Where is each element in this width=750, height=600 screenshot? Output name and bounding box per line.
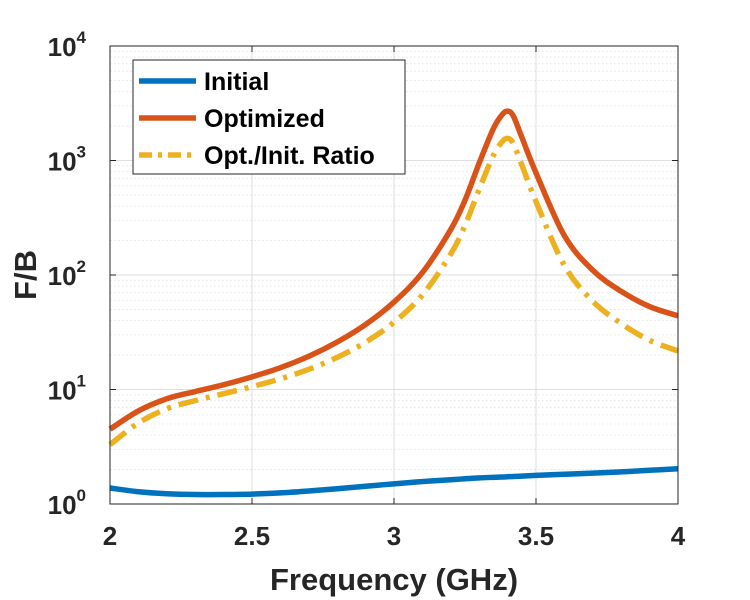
series-line-opt-init-ratio — [108, 135, 679, 447]
y-tick-label: 100 — [48, 486, 86, 520]
series-layer — [108, 108, 679, 498]
x-tick-label: 2.5 — [234, 521, 270, 551]
axis-ticks — [109, 45, 679, 505]
legend-label-initial: Initial — [204, 68, 269, 96]
x-tick-label: 2 — [103, 521, 117, 551]
legend: Initial Optimized Opt./Init. Ratio — [132, 59, 406, 175]
y-tick-label: 102 — [48, 257, 86, 291]
series-line-initial — [109, 466, 679, 498]
y-tick-label: 104 — [48, 28, 87, 62]
legend-label-optimized: Optimized — [204, 105, 325, 133]
y-axis-label: F/B — [8, 250, 43, 300]
x-tick-labels: 2 2.5 3 3.5 4 — [103, 521, 686, 551]
y-tick-label: 103 — [48, 143, 86, 177]
x-tick-label: 3.5 — [518, 521, 554, 551]
x-tick-label: 3 — [387, 521, 401, 551]
x-tick-label: 4 — [671, 521, 686, 551]
legend-label-opt-init-ratio: Opt./Init. Ratio — [204, 142, 375, 170]
y-tick-labels: 100 101 102 103 104 — [48, 28, 87, 520]
series-line-optimized — [108, 108, 679, 432]
x-axis-label: Frequency (GHz) — [270, 562, 518, 597]
y-tick-label: 101 — [48, 372, 86, 406]
